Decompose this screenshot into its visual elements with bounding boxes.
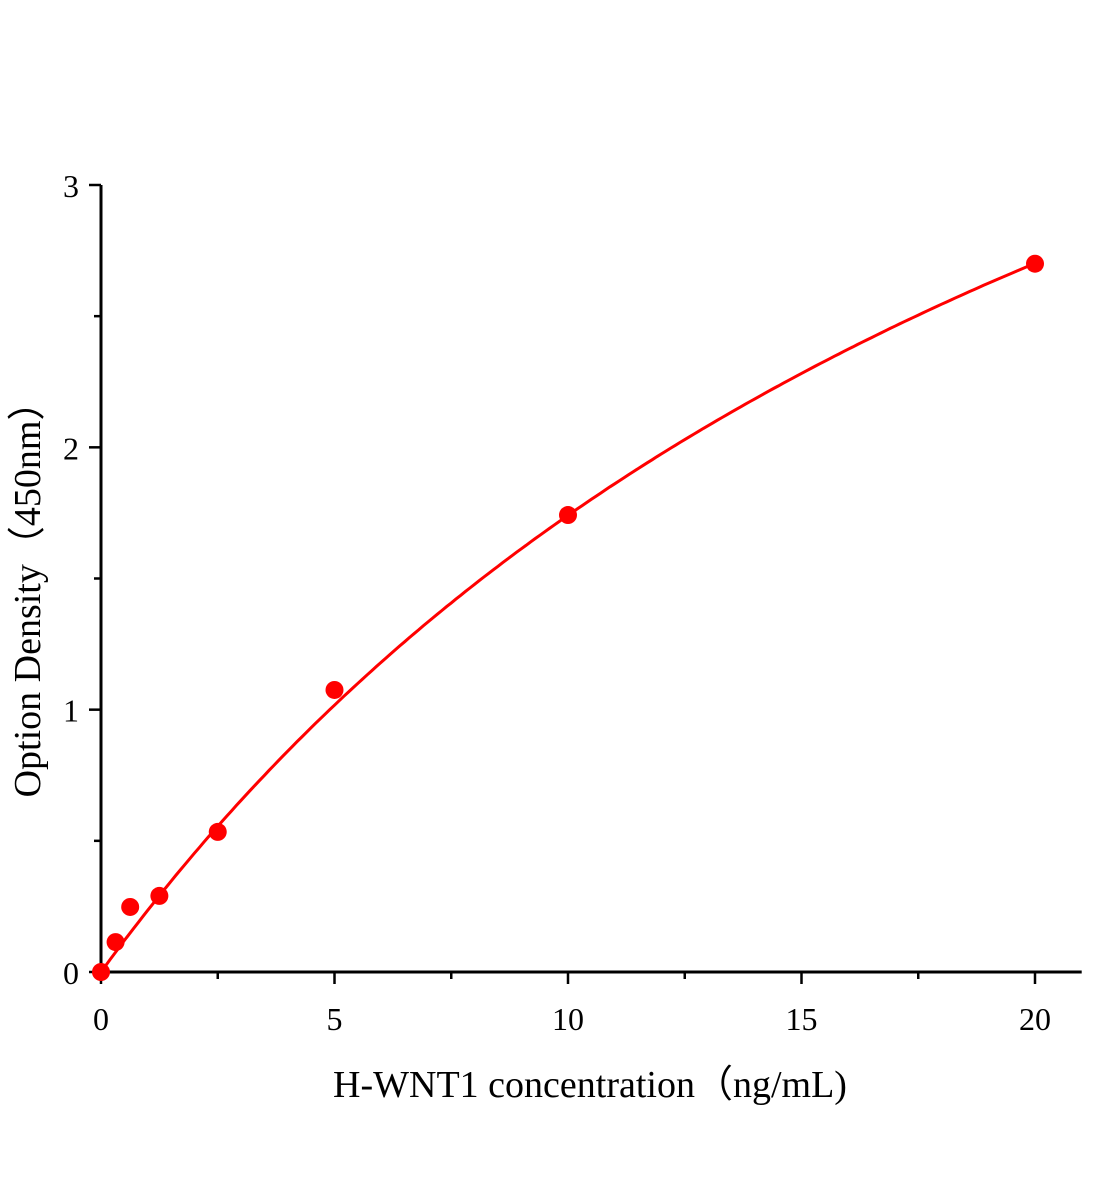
x-tick-label: 20 [1019,1001,1051,1037]
y-tick-label: 0 [63,955,79,991]
fit-curve [99,261,1036,973]
data-point [559,506,577,525]
x-axis-label: H-WNT1 concentration（ng/mL) [333,1064,847,1106]
fit-curve-group [99,261,1036,973]
data-point [92,963,110,981]
data-points [92,254,1044,981]
data-point [208,822,227,841]
y-tick-label: 1 [63,693,79,729]
data-point [106,933,125,952]
y-axis-label: Option Density（450nm） [7,383,49,798]
y-tick-label: 2 [63,430,79,466]
x-tick-label: 5 [327,1001,343,1037]
y-tick-label: 3 [63,168,79,204]
data-point [150,886,169,905]
x-tick-label: 0 [93,1001,109,1037]
data-point [325,680,344,699]
data-point [1026,254,1044,273]
x-tick-label: 15 [786,1001,818,1037]
data-point [121,897,140,916]
axes: 0 5 10 15 20 0 1 2 3 [63,168,1082,1037]
x-tick-label: 10 [552,1001,584,1037]
